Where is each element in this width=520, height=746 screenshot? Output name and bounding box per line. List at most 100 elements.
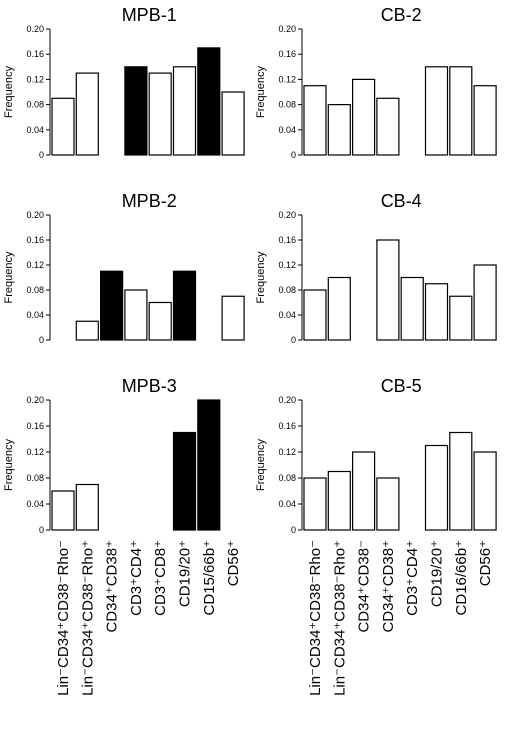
y-tick-label: 0: [291, 525, 296, 535]
y-axis-label: Frequency: [255, 251, 267, 303]
category-label: CD19/20⁺: [177, 540, 194, 607]
bar-2: [327, 470, 351, 531]
y-tick-label: 0.08: [278, 100, 296, 110]
y-tick-label: 0.12: [26, 74, 44, 84]
panel-title: MPB-1: [122, 5, 177, 25]
y-tick-label: 0.16: [26, 235, 44, 245]
bar-7: [197, 399, 221, 531]
bar-6: [172, 66, 197, 156]
category-label: CD3⁺CD8⁺: [152, 540, 169, 616]
y-tick-label: 0.16: [26, 49, 44, 59]
bar-1: [303, 85, 327, 156]
y-tick-label: 0: [291, 150, 296, 160]
bar-5: [148, 72, 172, 156]
y-axis-label: Frequency: [3, 439, 15, 491]
chart-panel-4: CB-4 0 0.04 0.08 0.12 0.16 0.20 Frequency: [255, 191, 497, 345]
y-tick-label: 0.04: [278, 125, 296, 135]
chart-panel-2: CB-2 0 0.04 0.08 0.12 0.16 0.20 Frequency: [255, 5, 497, 160]
y-tick-label: 0.16: [278, 235, 296, 245]
bar-8: [473, 451, 497, 531]
y-tick-label: 0.16: [26, 421, 44, 431]
y-axis-label: Frequency: [3, 251, 15, 303]
y-tick-label: 0.04: [278, 499, 296, 509]
category-label: CD19/20⁺: [429, 540, 446, 607]
bar-2: [327, 276, 351, 341]
y-tick-label: 0.08: [26, 473, 44, 483]
y-tick-label: 0.20: [278, 395, 296, 405]
panel-title: MPB-3: [122, 376, 177, 396]
bar-5: [148, 301, 172, 341]
category-label: Lin⁻CD34⁺CD38⁻Rho⁺: [79, 540, 96, 696]
chart-panel-6: CB-5 0 0.04 0.08 0.12 0.16 0.20 Frequency Lin⁻CD…: [255, 376, 497, 696]
bar-2: [75, 320, 99, 341]
bar-6: [172, 270, 197, 341]
bar-7: [197, 47, 221, 156]
y-tick-label: 0.08: [278, 473, 296, 483]
category-label: CD34⁺CD38⁺: [104, 540, 121, 633]
bar-4: [376, 477, 400, 531]
y-tick-label: 0.12: [278, 74, 296, 84]
bar-3: [352, 78, 376, 156]
bar-4: [124, 66, 148, 156]
bar-6: [424, 283, 449, 341]
y-axis-label: Frequency: [255, 439, 267, 491]
y-tick-label: 0.04: [26, 310, 44, 320]
bar-7: [449, 431, 473, 531]
y-tick-label: 0.12: [26, 260, 44, 270]
y-tick-label: 0.16: [278, 49, 296, 59]
bar-6: [424, 444, 449, 531]
y-tick-label: 0: [39, 335, 44, 345]
bar-6: [172, 431, 197, 531]
y-tick-label: 0.12: [278, 447, 296, 457]
bar-4: [376, 97, 400, 156]
bar-2: [75, 483, 99, 531]
category-label: CD34⁺CD38⁺: [380, 540, 397, 633]
y-axis-label: Frequency: [255, 66, 267, 118]
category-label: CD3⁺CD4⁺: [404, 540, 421, 616]
bar-8: [221, 295, 245, 341]
y-tick-label: 0.08: [278, 285, 296, 295]
y-tick-label: 0: [39, 150, 44, 160]
category-label: CD56⁺: [225, 540, 242, 586]
y-tick-label: 0.12: [26, 447, 44, 457]
bar-6: [424, 66, 449, 156]
bar-8: [221, 91, 245, 156]
bar-2: [75, 72, 99, 156]
bar-1: [51, 97, 75, 156]
y-tick-label: 0.12: [278, 260, 296, 270]
y-tick-label: 0.16: [278, 421, 296, 431]
y-tick-label: 0.20: [278, 24, 296, 34]
bar-2: [327, 103, 351, 156]
panel-title: CB-5: [381, 376, 422, 396]
category-label: Lin⁻CD34⁺CD38⁻Rho⁻: [55, 540, 72, 696]
y-tick-label: 0.20: [278, 210, 296, 220]
category-label: CD3⁺CD4⁺: [128, 540, 145, 616]
bar-7: [449, 66, 473, 156]
y-tick-label: 0.04: [278, 310, 296, 320]
bar-8: [473, 264, 497, 341]
bar-1: [303, 477, 327, 531]
y-tick-label: 0.20: [26, 24, 44, 34]
bar-7: [449, 295, 473, 341]
y-tick-label: 0.08: [26, 100, 44, 110]
bar-1: [303, 289, 327, 341]
panel-title: MPB-2: [122, 191, 177, 211]
y-tick-label: 0: [39, 525, 44, 535]
category-label: CD56⁺: [477, 540, 494, 586]
chart-panel-5: MPB-3 0 0.04 0.08 0.12 0.16 0.20 Frequency Lin⁻C…: [3, 376, 242, 696]
y-tick-label: 0.08: [26, 285, 44, 295]
y-axis-label: Frequency: [3, 66, 15, 118]
bar-8: [473, 85, 497, 156]
category-label: CD16/66b⁺: [453, 540, 470, 615]
bar-3: [99, 270, 124, 341]
y-tick-label: 0.20: [26, 210, 44, 220]
bar-5: [400, 276, 424, 341]
category-label: Lin⁻CD34⁺CD38⁻Rho⁺: [331, 540, 348, 696]
panel-title: CB-2: [381, 5, 422, 25]
bar-3: [352, 451, 376, 531]
chart-panel-1: MPB-1 0 0.04 0.08 0.12 0.16 0.20 Frequency: [3, 5, 245, 160]
bar-4: [376, 239, 400, 341]
chart-panel-3: MPB-2 0 0.04 0.08 0.12 0.16 0.20 Frequency: [3, 191, 245, 345]
category-label: CD34⁺CD38⁻: [356, 540, 373, 633]
